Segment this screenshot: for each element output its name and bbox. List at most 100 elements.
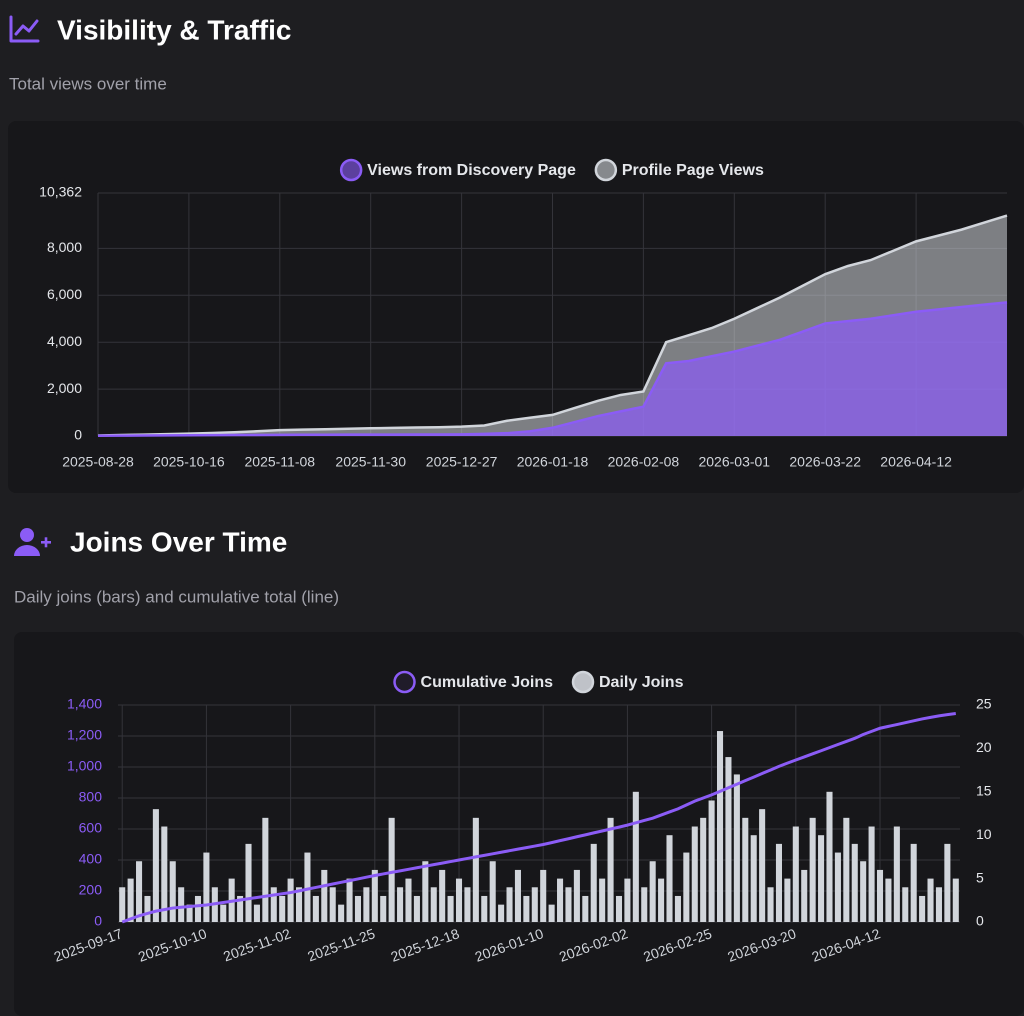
y-tick-label: 200 <box>79 882 103 898</box>
bar <box>144 895 151 922</box>
bar <box>489 861 496 922</box>
x-tick-label: 2025-10-16 <box>153 454 225 470</box>
bar <box>716 731 724 922</box>
bar <box>439 869 446 922</box>
bar <box>683 852 690 922</box>
bar <box>910 843 917 922</box>
bar <box>902 887 909 922</box>
y-tick-label: 10,362 <box>39 184 82 200</box>
bar <box>725 757 732 922</box>
x-tick-label: 2025-12-27 <box>426 454 498 470</box>
legend-label: Views from Discovery Page <box>367 162 576 179</box>
legend: Cumulative Joins Daily Joins <box>393 670 684 694</box>
bar <box>927 878 934 922</box>
y-tick-label: 800 <box>79 789 103 805</box>
y-tick-label: 1,200 <box>67 727 102 743</box>
bar <box>514 869 521 922</box>
bar <box>582 895 589 922</box>
bar <box>843 817 850 922</box>
bar <box>312 895 319 922</box>
bar <box>346 878 353 922</box>
section-title: Joins Over Time <box>70 526 287 557</box>
bar <box>321 869 328 922</box>
bar <box>338 904 345 922</box>
bar <box>127 878 134 922</box>
bar <box>742 817 749 922</box>
bar <box>876 869 884 922</box>
bar <box>615 895 623 922</box>
bar <box>826 791 833 922</box>
bar <box>220 904 227 922</box>
legend-swatch <box>594 158 618 182</box>
bar <box>885 878 892 922</box>
bar <box>430 887 437 922</box>
y-tick-label: 400 <box>79 851 103 867</box>
bar <box>590 843 597 922</box>
x-tick-label: 2026-04-12 <box>880 454 952 470</box>
legend: Views from Discovery Page Profile Page Vi… <box>339 158 764 182</box>
y-tick-label: 1,000 <box>67 758 102 774</box>
bar <box>136 861 143 922</box>
bar <box>666 835 673 922</box>
bar <box>809 817 816 922</box>
y-tick-label: 6,000 <box>47 286 82 302</box>
bar <box>152 809 159 922</box>
bar <box>952 878 959 922</box>
bar <box>801 869 808 922</box>
bar <box>775 843 783 922</box>
y2-tick-label: 10 <box>976 826 992 842</box>
bar <box>649 861 656 922</box>
bar <box>750 835 757 922</box>
bar <box>178 887 185 922</box>
bar <box>380 895 387 922</box>
bar <box>691 826 698 922</box>
section-title: Visibility & Traffic <box>57 14 291 45</box>
bar <box>548 904 555 922</box>
x-tick-label: 2025-11-30 <box>335 454 406 470</box>
bar <box>245 843 252 922</box>
x-tick-label: 2025-08-28 <box>62 454 134 470</box>
user-plus-icon <box>14 528 51 556</box>
legend-label: Profile Page Views <box>622 162 764 179</box>
bar <box>472 817 479 922</box>
bar <box>641 887 648 922</box>
bar <box>279 895 286 922</box>
bar <box>767 887 774 922</box>
bar <box>455 878 463 922</box>
bar <box>405 878 412 922</box>
bar <box>557 878 564 922</box>
bar <box>759 809 766 922</box>
bar <box>893 826 900 922</box>
bar <box>540 869 547 922</box>
bar <box>203 852 210 922</box>
legend-swatch <box>393 670 416 694</box>
bar <box>363 887 370 922</box>
bar <box>498 904 505 922</box>
bar <box>599 878 606 922</box>
y2-tick-label: 5 <box>976 869 984 885</box>
bar <box>422 861 429 922</box>
y-tick-label: 1,400 <box>67 696 102 712</box>
bar <box>413 895 420 922</box>
y-tick-label: 2,000 <box>47 380 82 396</box>
y-tick-label: 600 <box>79 820 103 836</box>
bar <box>329 887 336 922</box>
bar <box>186 904 193 922</box>
bar <box>287 878 294 922</box>
y-tick-label: 0 <box>94 913 102 929</box>
bar <box>868 826 875 922</box>
bar <box>506 887 513 922</box>
bar <box>624 878 631 922</box>
bar <box>860 861 867 922</box>
bar <box>237 895 244 922</box>
area-line <box>97 301 1008 438</box>
bar <box>733 774 740 922</box>
bar <box>354 895 362 922</box>
legend-swatch <box>339 158 363 182</box>
bar <box>674 895 681 922</box>
bar <box>531 887 538 922</box>
bar <box>447 895 454 922</box>
bar <box>161 826 168 922</box>
bar <box>792 826 799 922</box>
bar <box>658 878 665 922</box>
